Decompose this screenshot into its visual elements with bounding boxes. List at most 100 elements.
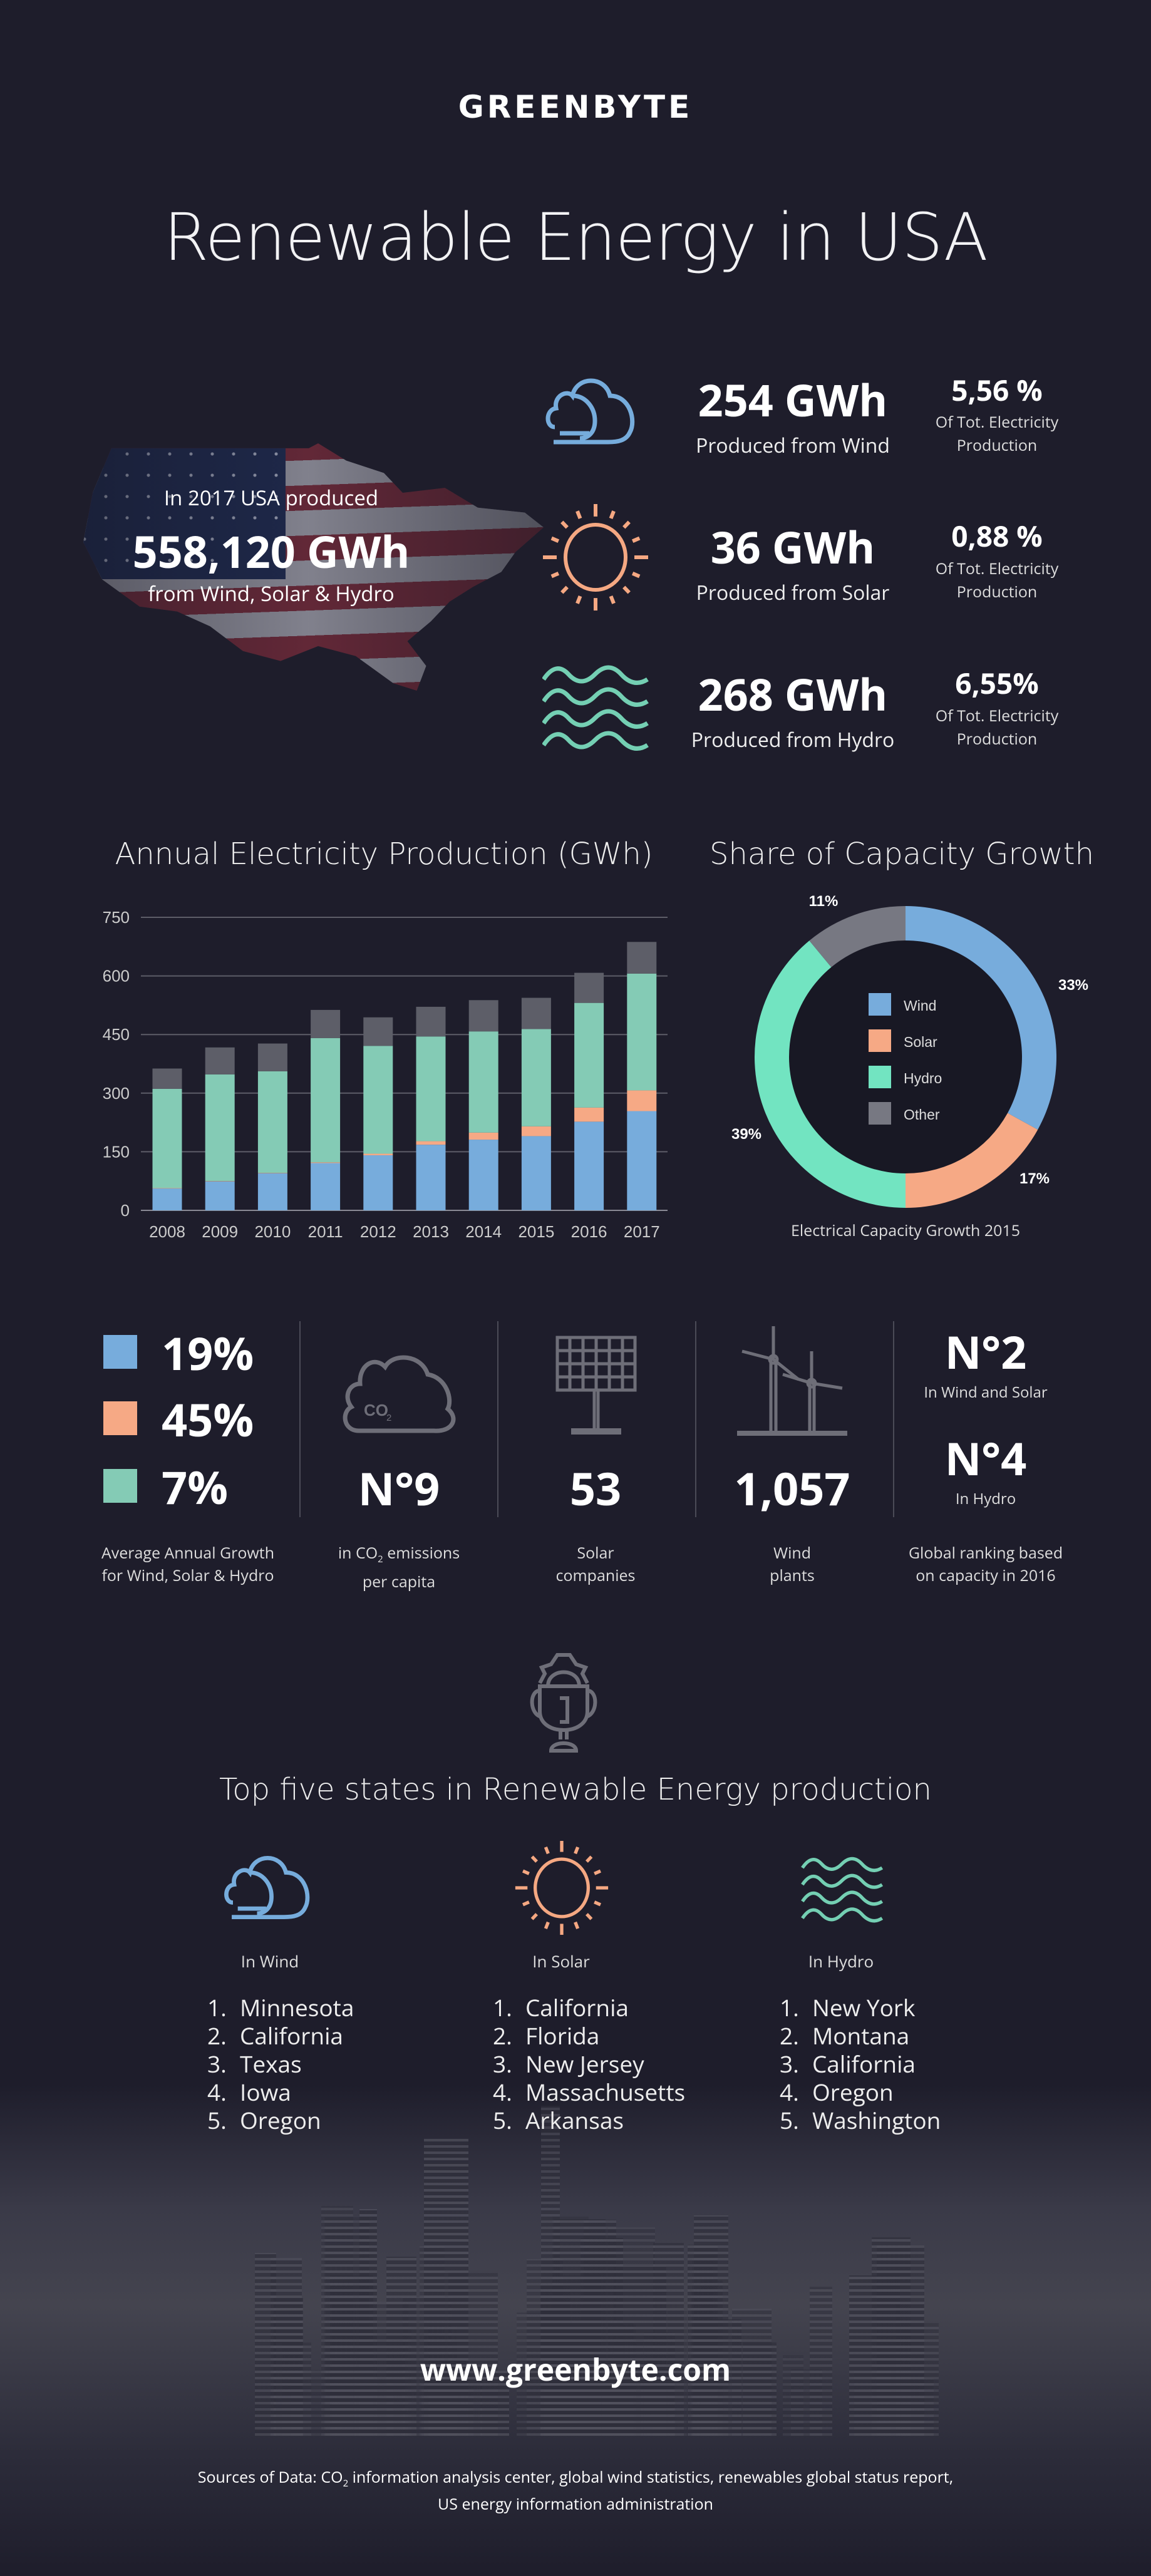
legend-swatch-hydro xyxy=(869,1066,891,1088)
hero-intro: In 2017 USA produced xyxy=(163,483,379,512)
bar-segment-hydro xyxy=(205,1074,235,1182)
building xyxy=(691,2258,713,2436)
state-name: Washington xyxy=(812,2104,941,2136)
hydro-share-value: 6,55% xyxy=(955,664,1039,703)
bar-chart-title: Annual Electricity Production (GWh) xyxy=(115,837,653,872)
co2-cloud-icon: CO 2 xyxy=(343,1355,456,1433)
rank-number: 3. xyxy=(207,2048,227,2079)
building xyxy=(330,2275,373,2436)
solar-share-label: Of Tot. Electricity Production xyxy=(935,558,1059,602)
y-tick-label: 150 xyxy=(103,1142,130,1161)
state-list-item: 3. Texas xyxy=(207,2049,354,2078)
state-name: Oregon xyxy=(240,2104,321,2136)
rank-number: 2. xyxy=(207,2019,227,2051)
wind-color-swatch xyxy=(103,1335,137,1369)
hydro-color-swatch xyxy=(103,1469,137,1503)
hero-subtitle: from Wind, Solar & Hydro xyxy=(148,579,395,607)
divider xyxy=(497,1321,498,1517)
building xyxy=(552,2216,589,2436)
donut-slice-other xyxy=(809,906,906,967)
state-list-item: 3. California xyxy=(780,2049,941,2078)
state-list-item: 4. Massachusetts xyxy=(493,2078,685,2106)
rank-number: 5. xyxy=(493,2104,512,2136)
hydro-production-label: Produced from Hydro xyxy=(691,726,895,753)
state-name: California xyxy=(525,1991,629,2023)
hydro-production-value: 268 GWh xyxy=(698,664,888,724)
bar-segment-wind xyxy=(205,1181,235,1210)
rank-number: 4. xyxy=(207,2076,227,2108)
legend-label: Wind xyxy=(904,997,936,1014)
divider xyxy=(893,1321,894,1517)
donut-hole xyxy=(789,940,1022,1173)
donut-slice-hydro xyxy=(755,940,906,1208)
bar-segment-hydro xyxy=(416,1036,446,1141)
city-skyline-background xyxy=(0,2085,1151,2576)
x-tick-label: 2014 xyxy=(465,1222,502,1241)
x-tick-label: 2008 xyxy=(149,1222,185,1241)
hydro-rank-label: In Hydro xyxy=(955,1488,1016,1509)
bar-segment-wind xyxy=(311,1163,341,1210)
building xyxy=(273,2297,304,2436)
y-tick-label: 750 xyxy=(103,908,130,927)
bar-segment-hydro xyxy=(363,1046,393,1154)
wind-turbines-icon xyxy=(737,1326,847,1436)
building xyxy=(810,2286,832,2436)
donut-chart-title: Share of Capacity Growth xyxy=(709,837,1095,872)
state-list-item: 5. Washington xyxy=(780,2106,941,2134)
hydro-rank: N°4 xyxy=(944,1428,1027,1489)
svg-text:CO: CO xyxy=(364,1401,388,1419)
x-tick-label: 2010 xyxy=(254,1222,291,1241)
bar-segment-solar xyxy=(468,1132,498,1140)
divider xyxy=(695,1321,696,1517)
building xyxy=(668,2309,687,2436)
wind-column-label: In Wind xyxy=(240,1950,299,1972)
bar-segment-solar xyxy=(416,1141,446,1145)
wind-growth-value: 19% xyxy=(162,1322,254,1384)
bar-segment-wind xyxy=(521,1136,551,1210)
legend-swatch-solar xyxy=(869,1029,891,1052)
donut-caption: Electrical Capacity Growth 2015 xyxy=(790,1220,1021,1241)
state-name: Montana xyxy=(812,2019,910,2051)
state-list-item: 2. Montana xyxy=(780,2021,941,2049)
bar-segment-other xyxy=(416,1006,446,1037)
rank-number: 2. xyxy=(780,2019,799,2051)
rank-number: 1. xyxy=(207,1991,227,2023)
wind-production-value: 254 GWh xyxy=(698,369,888,430)
x-tick-label: 2013 xyxy=(413,1222,449,1241)
bar-segment-solar xyxy=(574,1107,604,1122)
website-link[interactable]: www.greenbyte.com xyxy=(420,2349,731,2390)
brand-logo: GREENBYTE xyxy=(458,89,693,125)
donut-slice-wind xyxy=(906,906,1056,1130)
solar-production-label: Produced from Solar xyxy=(696,579,890,606)
building xyxy=(687,2244,718,2436)
bar-segment-solar xyxy=(521,1126,551,1136)
waves-icon xyxy=(801,1857,884,1923)
bar-segment-wind xyxy=(416,1145,446,1210)
building xyxy=(790,2369,822,2436)
building xyxy=(428,2361,467,2436)
wind-share-value: 5,56 % xyxy=(951,371,1043,410)
legend-label: Hydro xyxy=(904,1070,942,1086)
y-tick-label: 300 xyxy=(103,1084,130,1103)
wind-solar-rank-label: In Wind and Solar xyxy=(924,1382,1048,1403)
slice-label: 11% xyxy=(809,893,839,910)
state-name: Iowa xyxy=(240,2076,291,2108)
donut-slice-solar xyxy=(906,1113,1038,1208)
state-name: New Jersey xyxy=(525,2048,644,2079)
hydro-share-label: Of Tot. Electricity Production xyxy=(935,705,1059,750)
solar-production-value: 36 GWh xyxy=(710,517,875,577)
state-name: Minnesota xyxy=(240,1991,354,2023)
wind-states-list: 1. Minnesota 2. California 3. Texas 4. Iowa 5. Or… xyxy=(207,1993,354,2134)
y-tick-label: 0 xyxy=(121,1201,130,1220)
ranking-caption: Global ranking based on capacity in 2016 xyxy=(908,1542,1063,1586)
bar-segment-wind xyxy=(257,1173,287,1210)
state-name: Massachusetts xyxy=(525,2076,686,2108)
solar-companies-caption: Solar companies xyxy=(555,1542,636,1586)
wind-cloud-icon xyxy=(224,1856,310,1919)
svg-text:2: 2 xyxy=(386,1413,391,1423)
solar-states-list: 1. California 2. Florida 3. New Jersey 4. Massa… xyxy=(493,1993,685,2134)
state-list-item: 1. Minnesota xyxy=(207,1993,354,2021)
bar-segment-other xyxy=(257,1043,287,1071)
building xyxy=(900,2322,939,2436)
slice-label: 17% xyxy=(1019,1170,1050,1187)
